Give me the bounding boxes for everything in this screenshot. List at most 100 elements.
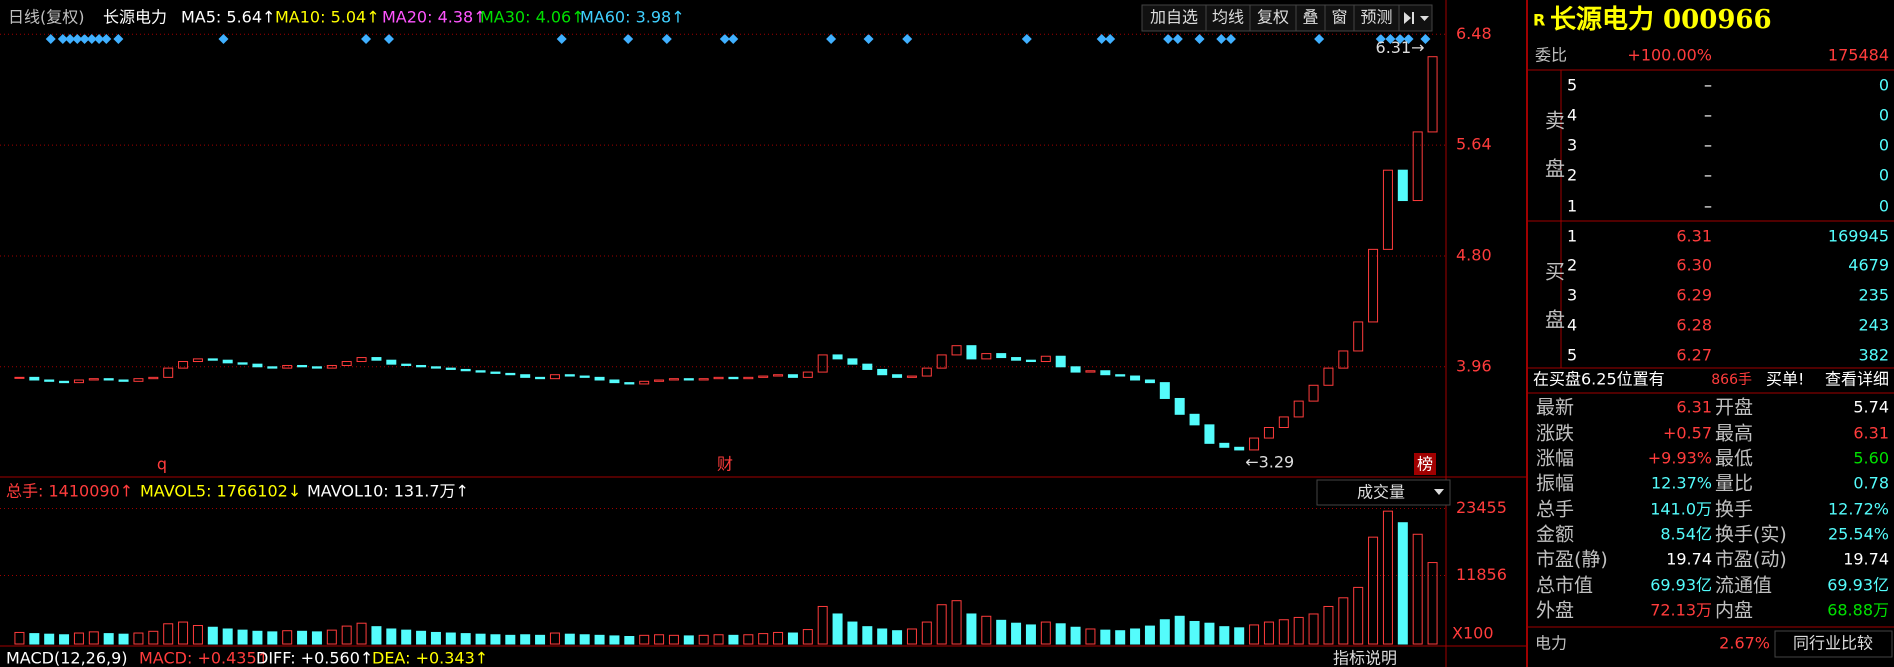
candle bbox=[1055, 355, 1066, 368]
book-level: 3 bbox=[1567, 286, 1577, 305]
toolbar-button-label[interactable]: 加自选 bbox=[1150, 8, 1198, 27]
candle bbox=[654, 379, 665, 382]
compare-button[interactable] bbox=[1774, 630, 1893, 658]
volume-bar bbox=[1249, 624, 1260, 645]
candle bbox=[44, 379, 55, 382]
candle bbox=[624, 382, 635, 385]
buy-label: 买 bbox=[1545, 260, 1565, 284]
event-marker[interactable] bbox=[902, 34, 913, 44]
candle bbox=[802, 371, 813, 378]
candle bbox=[118, 379, 129, 382]
weibi-pct: +100.00% bbox=[1627, 46, 1712, 65]
volume-unit: X100 bbox=[1452, 624, 1494, 643]
event-marker[interactable] bbox=[79, 34, 90, 44]
event-marker[interactable] bbox=[1105, 34, 1116, 44]
volume-bar bbox=[579, 634, 590, 645]
quote-value: 25.54% bbox=[1828, 525, 1889, 544]
quote-label: 最高 bbox=[1715, 423, 1753, 445]
toolbar-button-label[interactable]: 窗 bbox=[1331, 8, 1347, 27]
event-marker[interactable] bbox=[65, 34, 76, 44]
chart-marker[interactable]: 榜 bbox=[1417, 455, 1433, 474]
event-marker[interactable] bbox=[1403, 34, 1414, 44]
chart-marker[interactable]: 财 bbox=[717, 455, 733, 474]
toolbar-button[interactable] bbox=[1353, 4, 1400, 32]
candle bbox=[1144, 379, 1155, 384]
candle bbox=[341, 361, 352, 366]
stock-name: 长源电力 bbox=[103, 8, 167, 27]
toolbar-button[interactable] bbox=[1324, 4, 1355, 32]
event-marker[interactable] bbox=[1375, 34, 1386, 44]
volume-bar bbox=[1040, 621, 1051, 645]
event-marker[interactable] bbox=[863, 34, 874, 44]
event-marker[interactable] bbox=[1385, 34, 1396, 44]
toolbar-button[interactable] bbox=[1205, 4, 1251, 32]
toolbar-button[interactable] bbox=[1295, 4, 1326, 32]
candle bbox=[921, 367, 932, 377]
detail-link[interactable]: 查看详细 bbox=[1825, 370, 1889, 389]
compare-button-label[interactable]: 同行业比较 bbox=[1793, 634, 1873, 653]
quote-label: 总手 bbox=[1536, 499, 1574, 521]
book-price: 6.31 bbox=[1676, 227, 1712, 246]
event-marker[interactable] bbox=[1096, 34, 1107, 44]
event-marker[interactable] bbox=[1216, 34, 1227, 44]
event-marker[interactable] bbox=[1172, 34, 1183, 44]
event-marker[interactable] bbox=[361, 34, 372, 44]
volume-bar bbox=[787, 632, 798, 645]
quote-label: 总市值 bbox=[1536, 575, 1593, 597]
volume-bar bbox=[148, 630, 159, 645]
event-marker[interactable] bbox=[623, 34, 634, 44]
event-marker[interactable] bbox=[72, 34, 83, 44]
chart-marker[interactable]: q bbox=[157, 455, 167, 474]
event-marker[interactable] bbox=[45, 34, 56, 44]
candle bbox=[326, 364, 337, 369]
candle bbox=[966, 345, 977, 360]
industry-change: 2.67% bbox=[1719, 634, 1770, 653]
status-volume: 866手 bbox=[1711, 372, 1752, 388]
volume-bar bbox=[624, 635, 635, 645]
event-marker[interactable] bbox=[826, 34, 837, 44]
candle bbox=[1234, 446, 1245, 451]
volume-bar bbox=[14, 631, 25, 645]
event-marker[interactable] bbox=[1225, 34, 1236, 44]
volume-bar bbox=[906, 628, 917, 645]
event-marker[interactable] bbox=[94, 34, 105, 44]
book-volume: 382 bbox=[1858, 346, 1889, 365]
toolbar-button-label[interactable]: 复权 bbox=[1257, 8, 1289, 27]
candle bbox=[311, 366, 322, 369]
event-marker[interactable] bbox=[661, 34, 672, 44]
event-marker[interactable] bbox=[86, 34, 97, 44]
book-price: – bbox=[1704, 76, 1712, 95]
stock-title: 长源电力 000966 bbox=[1550, 5, 1772, 35]
event-marker[interactable] bbox=[1420, 34, 1431, 44]
toolbar-button-label[interactable]: 叠 bbox=[1302, 8, 1318, 27]
event-marker[interactable] bbox=[556, 34, 567, 44]
event-marker[interactable] bbox=[1021, 34, 1032, 44]
event-marker[interactable] bbox=[719, 34, 730, 44]
event-marker[interactable] bbox=[728, 34, 739, 44]
help-button[interactable]: 指标说明 bbox=[1333, 649, 1397, 667]
toolbar-button[interactable] bbox=[1141, 4, 1207, 32]
volume-bar bbox=[371, 626, 382, 645]
event-marker[interactable] bbox=[1395, 34, 1406, 44]
event-marker[interactable] bbox=[1163, 34, 1174, 44]
volume-bar bbox=[639, 634, 650, 645]
event-marker[interactable] bbox=[113, 34, 124, 44]
dropdown-arrow[interactable] bbox=[1434, 489, 1444, 495]
toolbar-button[interactable] bbox=[1249, 4, 1297, 32]
volume-bar bbox=[1174, 615, 1185, 645]
indicator-selector-label[interactable]: 成交量 bbox=[1357, 483, 1405, 502]
toolbar-button-label[interactable]: 均线 bbox=[1212, 8, 1244, 27]
event-marker[interactable] bbox=[1194, 34, 1205, 44]
toolbar-icon-glyph bbox=[1404, 12, 1429, 24]
candle bbox=[787, 374, 798, 378]
volume-bar bbox=[222, 628, 233, 645]
event-marker[interactable] bbox=[218, 34, 229, 44]
candle bbox=[996, 353, 1007, 359]
event-marker[interactable] bbox=[383, 34, 394, 44]
indicator-selector[interactable] bbox=[1316, 479, 1451, 506]
toolbar-button-label[interactable]: 预测 bbox=[1360, 8, 1392, 27]
event-marker[interactable] bbox=[101, 34, 112, 44]
event-marker[interactable] bbox=[57, 34, 68, 44]
event-marker[interactable] bbox=[1314, 34, 1325, 44]
